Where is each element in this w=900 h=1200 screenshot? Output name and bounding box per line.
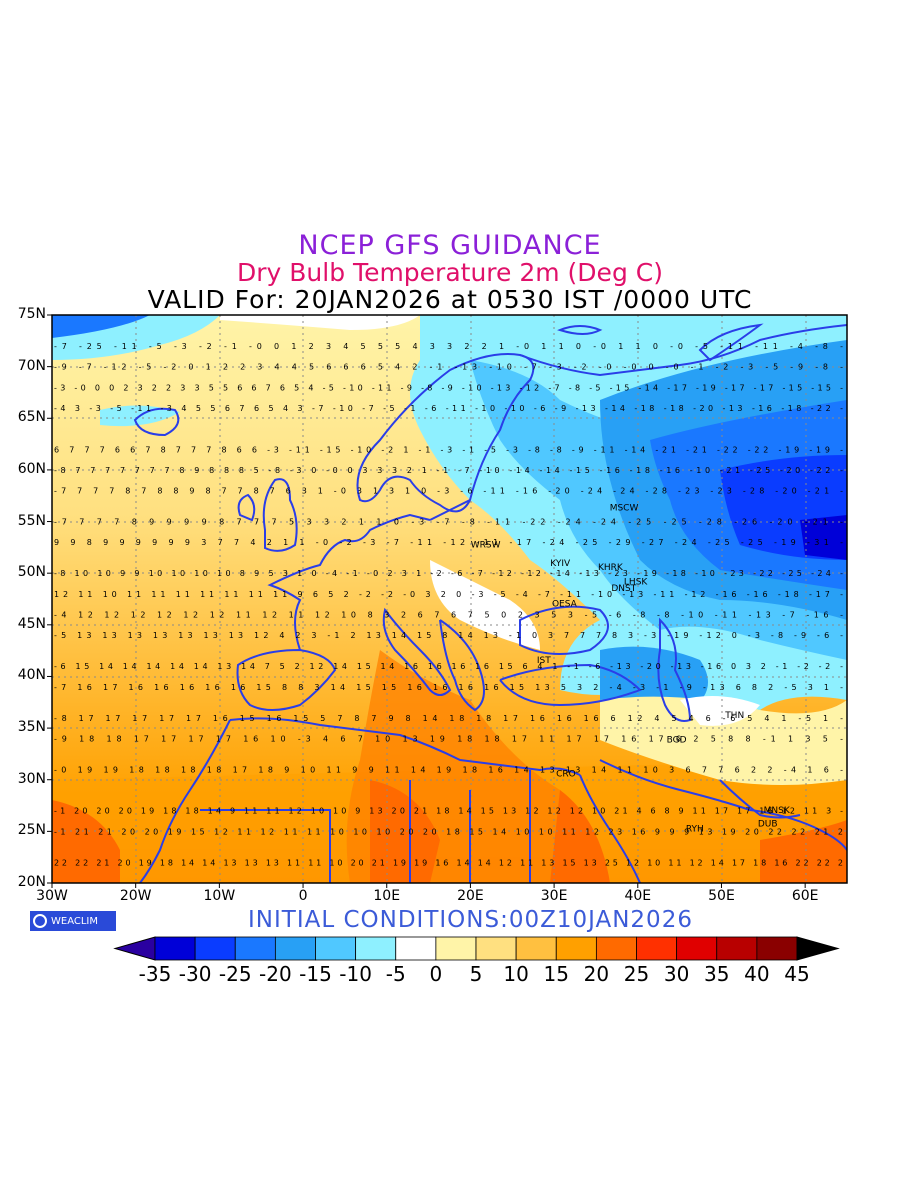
axis-ticks [47,314,806,888]
temperature-row: -1 21 21 20 20 19 15 12 11 12 11 11 10 1… [54,827,843,836]
city-label: WRSW [471,540,501,550]
temperature-row: -0 19 19 18 18 18 18 17 18 9 10 11 9 9 1… [54,765,843,774]
colorbar-level-label: 45 [784,962,810,986]
colorbar-level-label: 5 [469,962,483,986]
colorbar-level-label: 40 [744,962,770,986]
temperature-row: -1 20 20 20 19 18 18 14 9 11 11 12 10 10… [54,807,843,816]
city-label: IST [537,656,551,666]
temperature-row: -7 7 7 7 8 7 8 8 9 8 7 7 8 7 6 3 1 -0 3 … [54,487,843,496]
lon-label: 20W [119,888,152,904]
colorbar-level-label: 30 [663,962,690,986]
lon-label: 0 [298,888,308,904]
colorbar-level-label: -20 [259,962,292,986]
temperature-row: -3 -0 0 0 2 3 2 2 3 3 5 5 6 6 7 6 5 4 -5… [54,383,843,392]
lon-label: 30W [36,888,68,904]
lat-label: 65N [17,409,46,426]
lon-label: 10E [373,888,401,904]
lat-label: 55N [17,512,46,529]
city-label: LHSK [624,578,648,588]
city-label: KHRK [598,563,624,573]
lat-label: 50N [17,564,46,581]
temperature-row: -4 3 -3 -5 -11 -3 4 5 5 6 7 6 5 4 3 -7 -… [54,404,843,413]
city-label: THN [724,711,744,721]
city-label: DUB [758,819,778,829]
lat-label: 35N [17,719,46,736]
lat-label: 70N [17,357,46,374]
lat-label: 75N [17,306,46,322]
lon-label: 60E [791,888,819,904]
colorbar-level-label: 25 [623,962,650,986]
lat-label: 40N [17,667,46,684]
temperature-row: -7 7 7 7 8 9 9 9 9 8 7 7 7 5 3 3 2 1 1 0… [54,518,843,527]
colorbar-level-label: -5 [385,962,406,986]
colorbar-level-label: 35 [704,962,730,986]
plot-frame [51,314,848,884]
city-label: DNST [611,584,636,594]
lon-label: 10W [203,888,236,904]
colorbar-level-label: -15 [299,962,332,986]
lon-label: 50E [708,888,735,904]
lat-label: 20N [17,874,46,890]
city-label: KYIV [550,559,571,569]
gridlines [52,315,847,883]
colorbar-level-label: 10 [503,962,529,986]
temperature-field [52,315,847,883]
lon-label: 40E [624,888,652,904]
colorbar-level-label: 20 [583,962,610,986]
logo-circle-icon [33,914,47,928]
lon-label: 20E [457,888,484,904]
city-label: MNSK [764,806,791,816]
city-label: RYH [686,824,704,834]
colorbar-level-label: 15 [543,962,569,986]
temperature-row: -8 17 17 17 17 17 16 15 16 15 5 7 8 7 9 … [54,714,843,723]
lat-label: 30N [17,770,46,787]
lat-label: 45N [17,615,46,632]
lat-label: 60N [17,460,46,477]
lat-label: 25N [17,822,46,839]
temperature-row: 6 7 7 7 6 6 7 8 7 7 7 8 6 6 -3 -11 -15 -… [54,445,843,454]
colorbar-level-label: -30 [178,962,212,986]
city-label: OESA [552,599,578,609]
coastlines [133,323,847,883]
initial-conditions: INITIAL CONDITIONS:00Z10JAN2026 [248,907,693,933]
chart-title: NCEP GFS GUIDANCE [298,230,602,261]
colorbar-level-label: -25 [218,962,252,986]
city-label: MSCW [610,503,639,513]
chart-subtitle: Dry Bulb Temperature 2m (Deg C) [237,258,663,287]
weaclim-logo: WEACLIM [30,911,116,931]
temperature-row: -7 -25 -11 -5 -3 -2 -1 -0 0 1 2 3 4 5 5 … [54,342,843,351]
colorbar-level-label: -10 [339,962,372,986]
valid-time: VALID For: 20JAN2026 at 0530 IST /0000 U… [147,285,753,314]
city-label: BGD [667,736,687,746]
lon-label: 30E [540,888,568,904]
logo-text: WEACLIM [51,915,99,927]
temperature-row: -9 -7 -12 -5 -2 0 1 2 2 3 4 4 5 6 6 6 5 … [54,363,843,372]
colorbar-level-label: 0 [429,962,443,986]
colorbar-level-label: -35 [138,962,172,986]
city-label: CRO [556,770,576,780]
